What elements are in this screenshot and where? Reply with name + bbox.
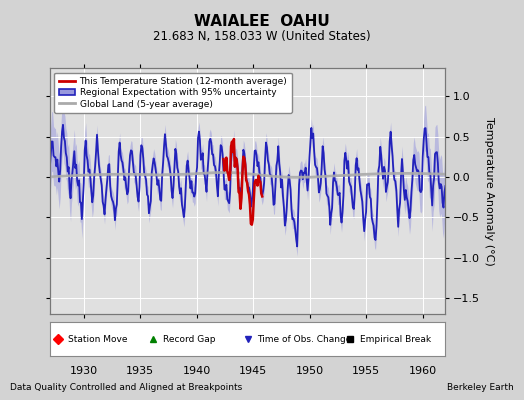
Text: Record Gap: Record Gap xyxy=(162,334,215,344)
Text: 21.683 N, 158.033 W (United States): 21.683 N, 158.033 W (United States) xyxy=(153,30,371,43)
Text: 1940: 1940 xyxy=(182,366,211,376)
Text: 1955: 1955 xyxy=(352,366,380,376)
Text: Empirical Break: Empirical Break xyxy=(361,334,431,344)
Text: Data Quality Controlled and Aligned at Breakpoints: Data Quality Controlled and Aligned at B… xyxy=(10,383,243,392)
Text: Time of Obs. Change: Time of Obs. Change xyxy=(257,334,352,344)
Legend: This Temperature Station (12-month average), Regional Expectation with 95% uncer: This Temperature Station (12-month avera… xyxy=(54,72,292,113)
Text: Station Move: Station Move xyxy=(68,334,127,344)
Text: WAIALEE  OAHU: WAIALEE OAHU xyxy=(194,14,330,29)
Text: 1960: 1960 xyxy=(409,366,437,376)
Text: 1950: 1950 xyxy=(296,366,324,376)
Text: 1945: 1945 xyxy=(239,366,267,376)
Text: Berkeley Earth: Berkeley Earth xyxy=(447,383,514,392)
Text: 1930: 1930 xyxy=(70,366,98,376)
Y-axis label: Temperature Anomaly (°C): Temperature Anomaly (°C) xyxy=(484,117,494,265)
Text: 1935: 1935 xyxy=(126,366,154,376)
